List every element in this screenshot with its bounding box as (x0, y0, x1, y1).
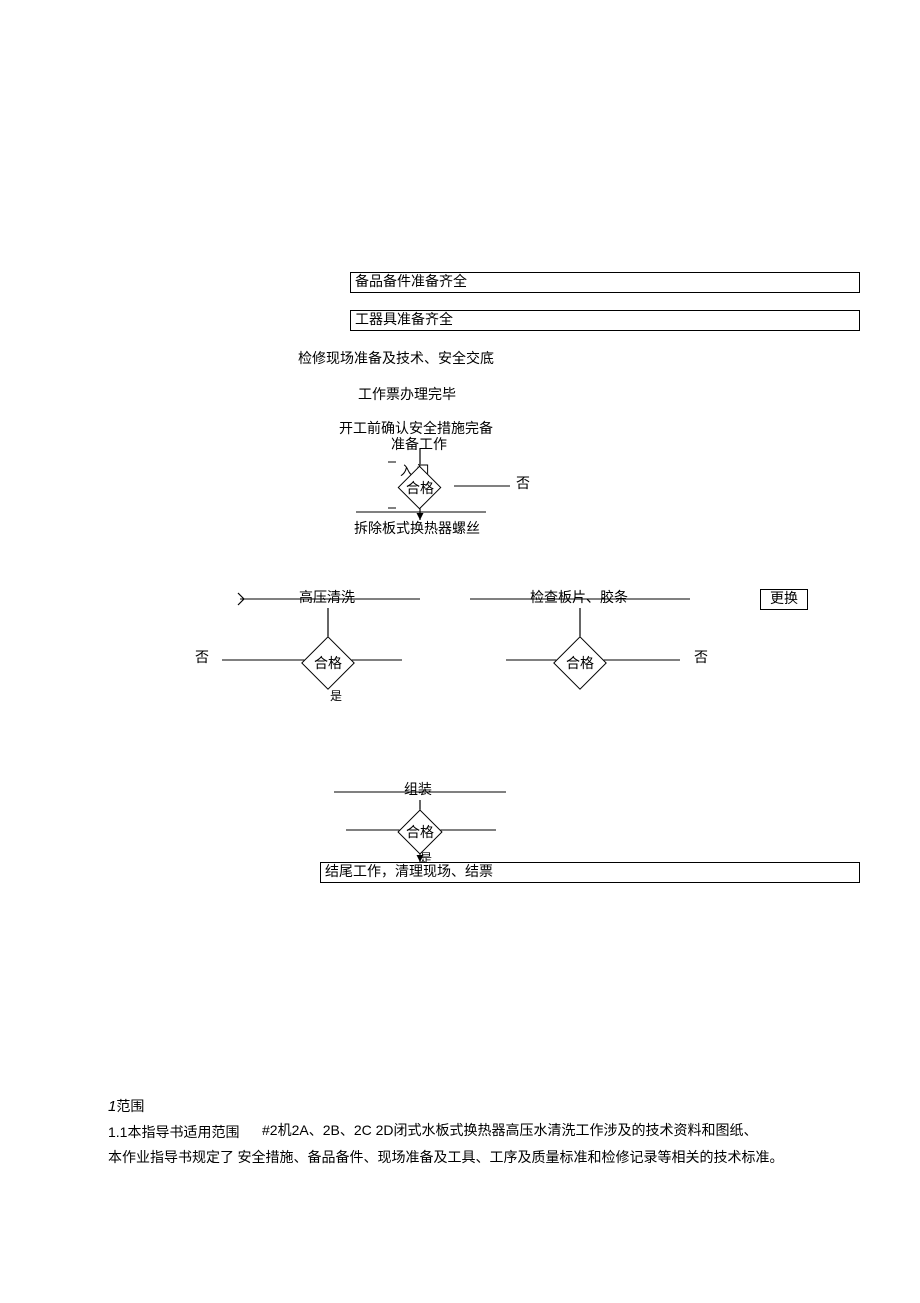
decision-left-no: 否 (195, 650, 209, 667)
decision-top-label: 合格 (398, 478, 442, 498)
line-site-prep: 检修现场准备及技术、安全交底 (298, 351, 494, 368)
box-tools: 工器具准备齐全 (350, 310, 860, 331)
section1-title: 范围 (116, 1100, 144, 1115)
para1-label-num: 1.1 (108, 1124, 127, 1140)
decision-left-yes: 是 (330, 688, 342, 705)
decision-left: 合格 (300, 635, 356, 691)
decision-top: 合格 (398, 466, 442, 510)
section1-heading: 1范围 (108, 1098, 144, 1116)
step-check-plates: 检查板片、胶条 (530, 590, 628, 607)
para2: 本作业指导书规定了 安全措施、备品备件、现场准备及工具、工序及质量标准和检修记录… (108, 1150, 784, 1167)
decision-left-label: 合格 (300, 653, 356, 673)
decision-bottom-label: 合格 (396, 822, 444, 842)
para1-label-text: 本指导书适用范围 (127, 1126, 239, 1141)
para1-label: 1.1本指导书适用范围 (108, 1124, 239, 1142)
decision-right-label: 合格 (552, 653, 608, 673)
step-remove-screws: 拆除板式换热器螺丝 (354, 521, 480, 538)
step-final: 结尾工作，清理现场、结票 (320, 862, 860, 883)
decision-bottom: 合格 (396, 808, 444, 856)
box-parts: 备品备件准备齐全 (350, 272, 860, 293)
line-prep-work: 准备工作 (391, 437, 447, 454)
decision-right: 合格 (552, 635, 608, 691)
para1-body1: #2机2A、2B、2C 2D闭式水板式换热器高压水清洗工作涉及的技术资料和图纸、 (262, 1122, 758, 1140)
page-canvas: 备品备件准备齐全 工器具准备齐全 检修现场准备及技术、安全交底 工作票办理完毕 … (0, 0, 920, 1303)
decision-right-no: 否 (694, 650, 708, 667)
line-confirm-safety: 开工前确认安全措施完备 (339, 421, 493, 438)
line-ticket: 工作票办理完毕 (358, 387, 456, 404)
step-replace: 更换 (760, 589, 808, 610)
step-assemble: 组装 (404, 782, 432, 799)
decision-top-no: 否 (516, 476, 530, 493)
step-high-pressure: 高压清洗 (299, 590, 355, 607)
